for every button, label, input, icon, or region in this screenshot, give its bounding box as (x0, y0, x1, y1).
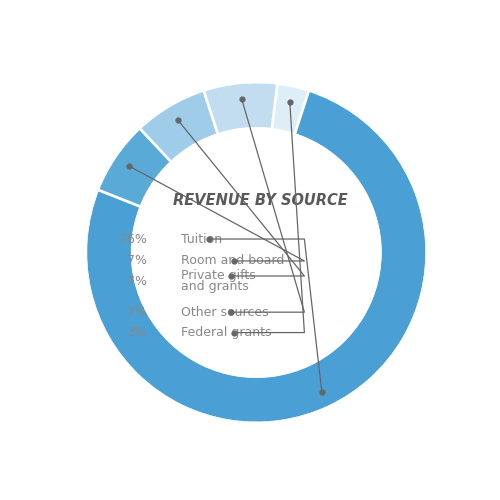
Text: Private gifts: Private gifts (181, 270, 256, 282)
Circle shape (132, 128, 380, 377)
Text: Other sources: Other sources (181, 306, 269, 318)
Text: 7%: 7% (126, 254, 146, 268)
Text: Room and board: Room and board (181, 254, 284, 268)
Text: 3%: 3% (126, 326, 146, 339)
Text: 76%: 76% (118, 232, 146, 245)
Wedge shape (272, 84, 308, 134)
Wedge shape (87, 92, 426, 422)
Text: REVENUE BY SOURCE: REVENUE BY SOURCE (174, 193, 348, 208)
Text: Federal grants: Federal grants (181, 326, 272, 339)
Wedge shape (98, 129, 170, 206)
Text: and grants: and grants (181, 280, 249, 293)
Text: 7%: 7% (126, 275, 146, 288)
Wedge shape (204, 83, 278, 134)
Text: Tuition: Tuition (181, 232, 222, 245)
Text: 7%: 7% (126, 306, 146, 318)
Wedge shape (140, 92, 218, 162)
